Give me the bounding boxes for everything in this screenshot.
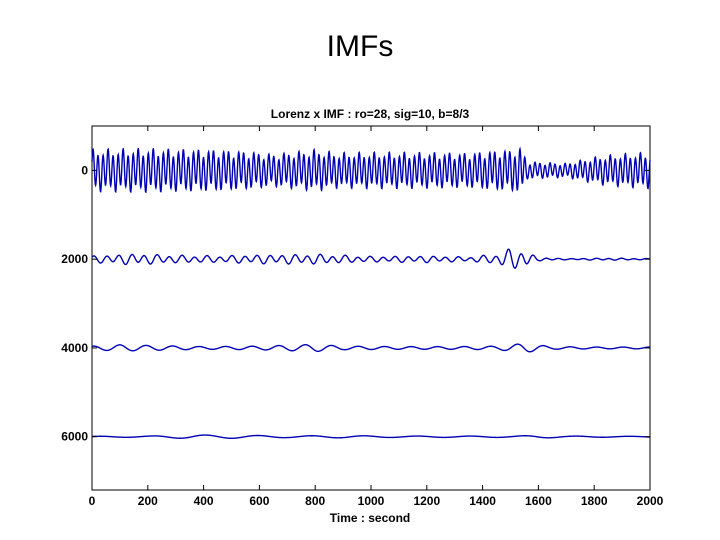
x-tick-label: 1000 [358,494,385,508]
y-tick-label: 2000 [61,252,88,266]
x-tick-label: 0 [89,494,96,508]
chart-title: Lorenz x IMF : ro=28, sig=10, b=8/3 [271,107,470,121]
imf-series-1 [91,146,651,194]
y-tick-label: 6000 [61,430,88,444]
ticks-layer: 0 200 400 600 800 1000 1200 1400 1600 1800 2000 0 20… [61,126,664,508]
x-tick-label: 800 [305,494,325,508]
x-tick-label: 1200 [413,494,440,508]
x-tick-label: 2000 [637,494,664,508]
x-tick-label: 400 [194,494,214,508]
x-axis-title: Time : second [330,511,410,525]
y-tick-label: 0 [81,163,88,177]
imf-series-3 [91,343,651,353]
y-tick-label: 4000 [61,341,88,355]
x-tick-label: 600 [249,494,269,508]
x-tick-label: 1600 [525,494,552,508]
x-tick-label: 1800 [581,494,608,508]
slide-title: IMFs [326,30,394,63]
series-layer [91,146,651,439]
imf-series-4 [91,434,651,439]
x-tick-label: 1400 [469,494,496,508]
imf-series-2 [91,248,651,269]
x-tick-label: 200 [138,494,158,508]
